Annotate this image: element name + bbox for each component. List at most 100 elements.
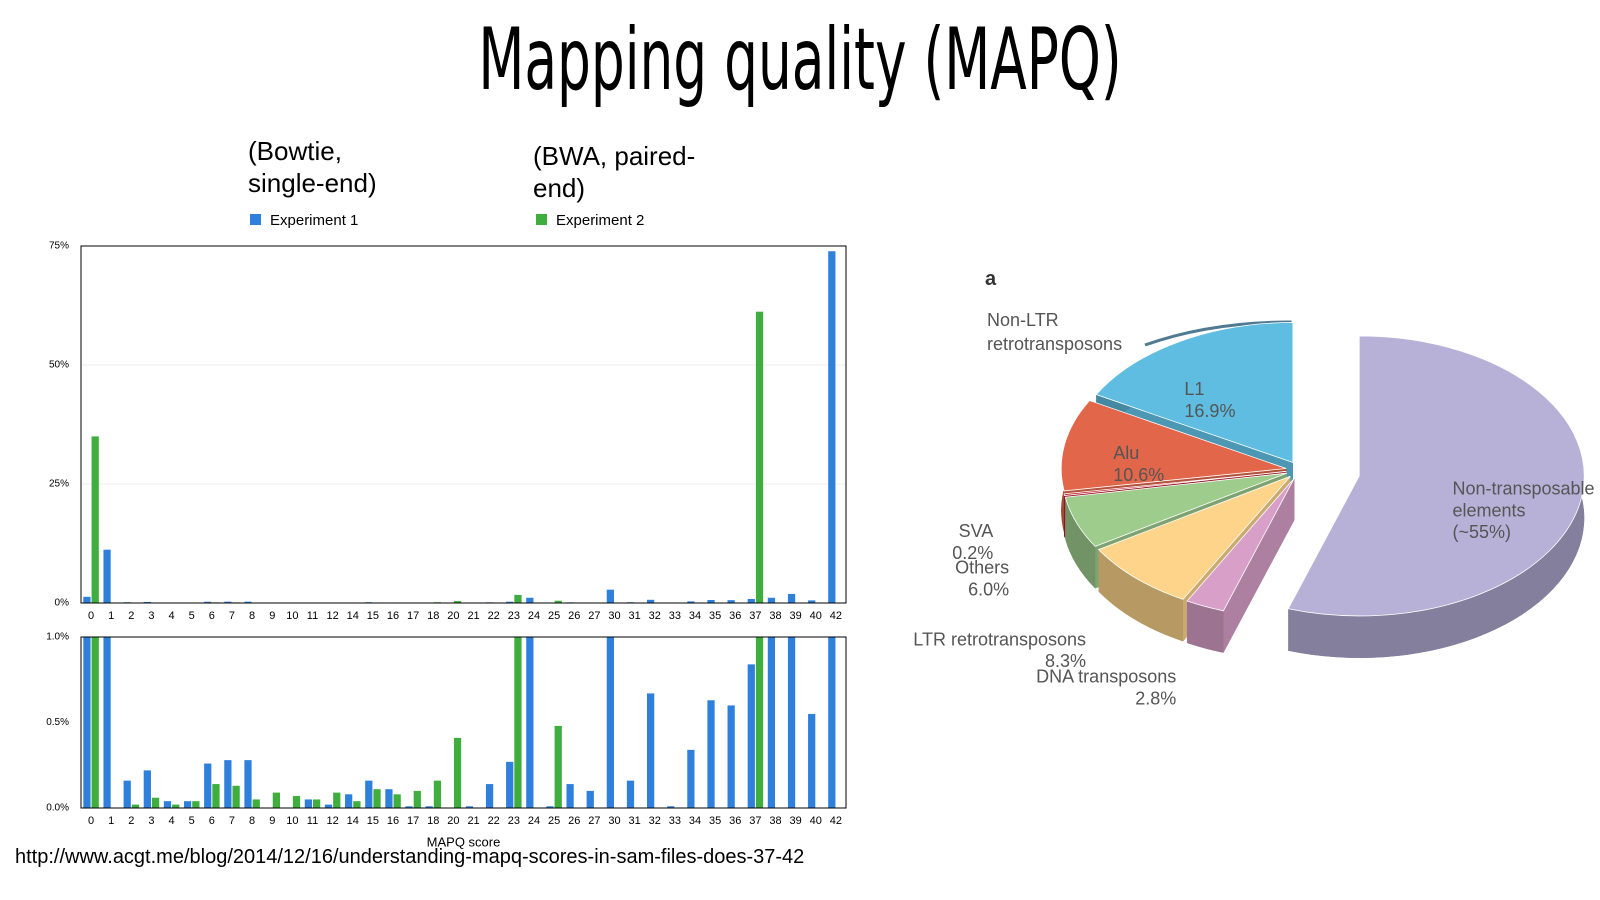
slice-label: DNA transposons (1036, 666, 1176, 686)
x-tick-label: 5 (189, 815, 195, 827)
bar (393, 794, 401, 808)
slice-label: Non-transposable elements (1452, 478, 1594, 520)
bar (224, 601, 232, 603)
slice-label-line: Non-transposable (1452, 478, 1594, 498)
x-tick-label: 17 (407, 610, 419, 622)
bar (183, 801, 192, 808)
slice-label-line: LTR retrotransposons (913, 629, 1086, 649)
bar (91, 637, 99, 808)
x-tick-label: 3 (148, 610, 154, 622)
bar-group (83, 251, 836, 603)
bar (465, 806, 474, 808)
bar (808, 600, 816, 603)
x-tick-label: 34 (689, 815, 701, 827)
bar (83, 596, 91, 603)
slice-label: L1 (1184, 379, 1204, 399)
x-tick-label: 7 (229, 610, 235, 622)
x-tick-label: 35 (709, 815, 721, 827)
x-tick-label: 18 (427, 610, 439, 622)
slice-rim (1065, 497, 1096, 589)
y-tick-label: 0.5% (46, 717, 69, 728)
x-tick-label: 12 (327, 815, 339, 827)
x-tick-label: 34 (689, 610, 701, 622)
bar-group (83, 637, 836, 808)
bar (828, 251, 836, 603)
bar (163, 801, 172, 808)
x-tick-label: 22 (488, 610, 500, 622)
slice-value: 8.3% (1045, 651, 1086, 671)
x-tick-label: 15 (367, 815, 379, 827)
x-tick-label: 25 (548, 610, 560, 622)
slice-top (1097, 475, 1291, 600)
slice-value: 0.2% (952, 543, 993, 563)
bar (767, 637, 776, 808)
x-tick-label: 32 (649, 610, 661, 622)
bar (586, 790, 594, 808)
x-tick-label: 16 (387, 610, 399, 622)
x-tick-label: 36 (729, 610, 741, 622)
x-tick-label: 1 (108, 815, 114, 827)
x-tick-label: 21 (467, 815, 479, 827)
y-tick-label: 1.0% (46, 632, 69, 643)
bar (526, 637, 534, 808)
x-tick-label: 5 (189, 610, 195, 622)
y-tick-label: 50% (49, 360, 69, 371)
x-tick-label: 14 (347, 610, 359, 622)
x-tick-label: 23 (508, 815, 520, 827)
x-tick-label: 1 (108, 610, 114, 622)
bar (453, 601, 462, 603)
bar (767, 597, 776, 603)
bar (506, 601, 514, 603)
bar (787, 593, 796, 603)
x-tick-label: 40 (810, 815, 822, 827)
bar (667, 806, 675, 808)
x-tick-label: 24 (528, 610, 540, 622)
x-tick-label: 17 (407, 815, 419, 827)
x-tick-label: 27 (588, 610, 600, 622)
plot-frame (80, 245, 847, 604)
slice-label: LTR retrotransposons (913, 629, 1086, 649)
bar (313, 799, 321, 808)
bar (304, 799, 313, 808)
bar (204, 601, 212, 603)
bar (606, 637, 614, 808)
slice-rim (1187, 601, 1224, 653)
x-tick-label: 42 (830, 610, 842, 622)
x-tick-label: 42 (830, 815, 842, 827)
x-tick-label: 9 (269, 610, 275, 622)
slide-title: Mapping quality (MAPQ) (478, 10, 1122, 110)
legend-swatch (536, 214, 547, 225)
panel-letter: a (985, 268, 997, 290)
x-tick-label: 11 (307, 610, 318, 622)
bar (103, 637, 111, 808)
x-tick-label: 33 (669, 610, 681, 622)
x-tick-label: 32 (649, 815, 661, 827)
x-tick-label: 31 (628, 815, 640, 827)
x-tick-label: 40 (810, 610, 822, 622)
x-tick-label: 30 (608, 815, 620, 827)
bar (687, 601, 695, 603)
x-tick-label: 2 (128, 610, 134, 622)
bar (212, 784, 220, 808)
x-tick-label: 26 (568, 610, 580, 622)
x-tick-label: 22 (488, 815, 500, 827)
slice-top (1095, 322, 1294, 464)
bar (747, 664, 755, 808)
bar (192, 801, 200, 808)
x-tick-label: 38 (769, 610, 781, 622)
bar (224, 760, 232, 808)
bar (514, 637, 522, 808)
slice-value: (~55%) (1452, 522, 1511, 542)
bar (566, 784, 574, 808)
bar (232, 785, 240, 808)
x-tick-label: 39 (790, 610, 802, 622)
slice-top (1064, 472, 1288, 547)
x-tick-label: 15 (367, 610, 379, 622)
x-tick-label: 30 (608, 610, 620, 622)
bar (453, 737, 462, 808)
x-tick-label: 18 (427, 815, 439, 827)
bar (324, 804, 333, 808)
bar (365, 780, 373, 808)
bar (727, 600, 735, 603)
bar (727, 705, 735, 808)
